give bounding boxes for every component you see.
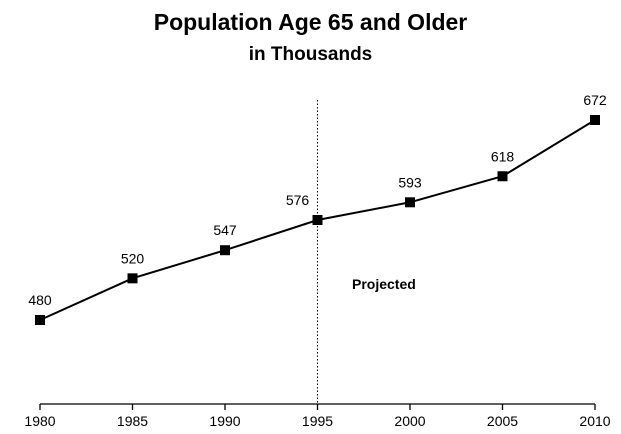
data-label: 593 bbox=[398, 174, 422, 190]
x-tick-label: 2000 bbox=[394, 413, 425, 429]
data-point-marker bbox=[590, 115, 600, 125]
data-point-marker bbox=[220, 245, 230, 256]
x-tick-label: 1990 bbox=[209, 413, 240, 429]
x-tick-label: 1980 bbox=[24, 413, 55, 429]
data-point-marker bbox=[127, 273, 138, 284]
data-labels: 480 520 547 576 593 618 672 bbox=[28, 92, 607, 308]
x-tick-label: 2010 bbox=[579, 413, 610, 429]
data-label: 576 bbox=[286, 192, 310, 208]
x-tick-label: 2005 bbox=[487, 413, 518, 429]
x-tick-label: 1995 bbox=[302, 413, 333, 429]
data-label: 547 bbox=[213, 222, 237, 238]
projected-annotation: Projected bbox=[352, 276, 416, 292]
data-label: 520 bbox=[121, 250, 145, 266]
data-points bbox=[35, 115, 600, 325]
data-label: 672 bbox=[583, 92, 607, 108]
x-tick-label: 1985 bbox=[117, 413, 148, 429]
data-point-marker bbox=[312, 215, 323, 225]
data-point-marker bbox=[405, 197, 415, 208]
chart-subtitle: in Thousands bbox=[248, 44, 373, 65]
data-point-marker bbox=[35, 315, 45, 325]
data-point-marker bbox=[497, 171, 508, 182]
data-label: 480 bbox=[28, 292, 52, 308]
data-label: 618 bbox=[491, 148, 515, 164]
chart-title: Population Age 65 and Older bbox=[153, 9, 468, 35]
x-axis: 1980 1985 1990 1995 2000 2005 2010 bbox=[24, 403, 611, 429]
